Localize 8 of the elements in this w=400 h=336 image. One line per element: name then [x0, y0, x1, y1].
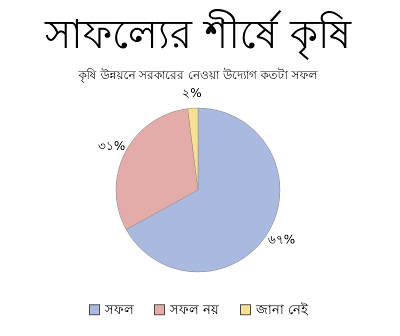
chart-subtitle: কৃষি উন্নয়নে সরকারের নেওয়া উদ্যোগ কতটা সফল: [78, 68, 318, 84]
chart-title: সাফল্যের শীর্ষে কৃষি: [44, 9, 352, 60]
legend-label: সফল নয়: [169, 302, 220, 318]
legend-label: সফল: [104, 302, 134, 318]
data-label: ৬৭%: [268, 232, 296, 246]
data-label: ৩১%: [98, 138, 126, 153]
data-label: ২%: [182, 86, 202, 100]
legend-label: জানা নেই: [255, 302, 310, 318]
